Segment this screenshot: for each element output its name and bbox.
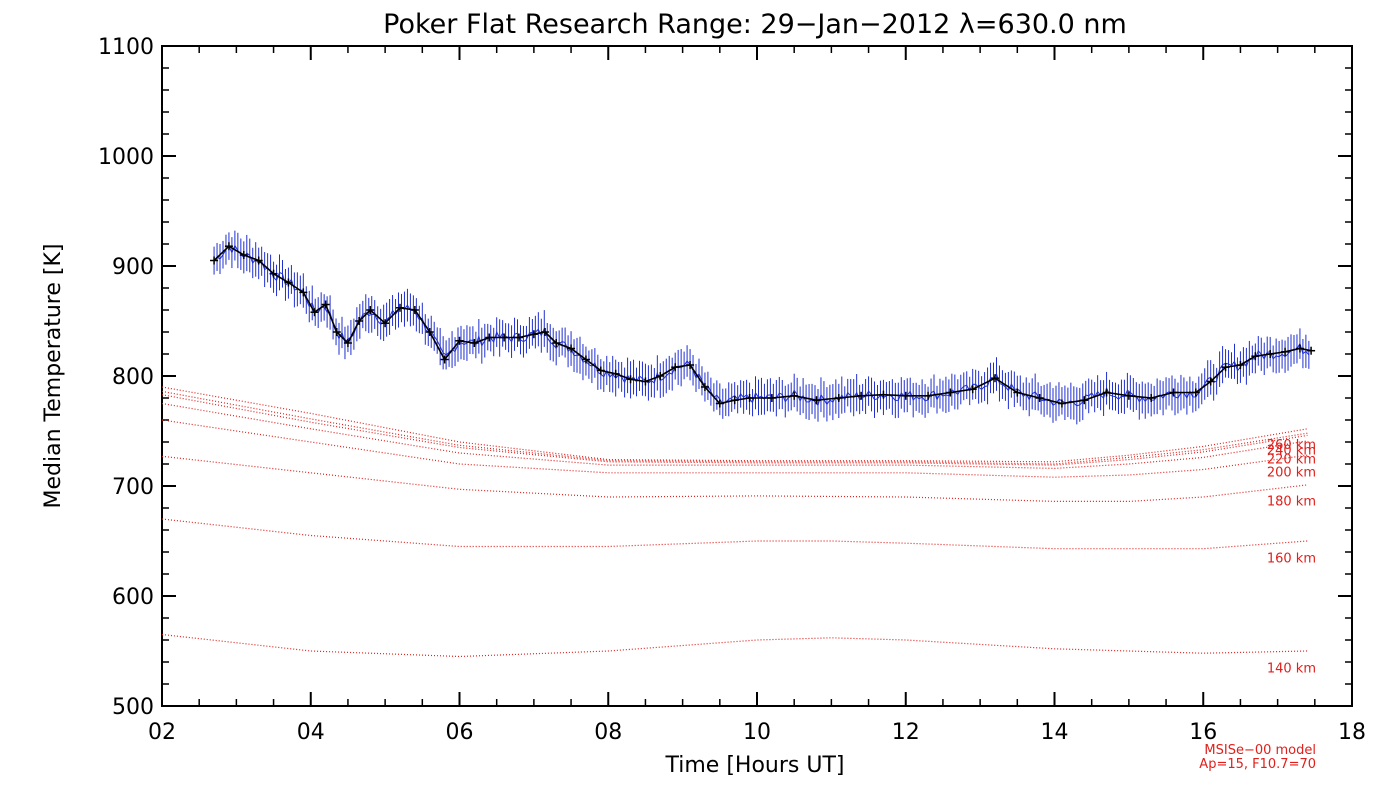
model-curve-label: 220 km — [1267, 453, 1316, 468]
measured-trace — [213, 244, 1310, 407]
y-tick-label: 700 — [112, 475, 154, 500]
model-curve-label: 180 km — [1267, 494, 1316, 509]
x-tick-label: 16 — [1189, 720, 1217, 745]
y-tick-label: 600 — [112, 585, 154, 610]
model-curve — [161, 390, 1308, 465]
model-curve-label: 160 km — [1267, 552, 1316, 567]
model-note-line-1: MSISe−00 model — [1204, 743, 1316, 758]
x-tick-label: 04 — [297, 720, 325, 745]
x-tick-label: 12 — [892, 720, 920, 745]
y-tick-label: 900 — [112, 255, 154, 280]
x-tick-label: 02 — [148, 720, 176, 745]
model-curve — [161, 633, 1308, 658]
plot-area: 02 04 06 08 10 12 14 16 18 500 600 700 800 900 1000 110… — [98, 35, 1366, 745]
x-tick-label: 18 — [1338, 720, 1366, 745]
model-curve-label: 240 km — [1267, 444, 1316, 459]
y-tick-label: 1000 — [98, 145, 154, 170]
y-axis-label: Median Temperature [K] — [41, 244, 66, 509]
x-tick-label: 08 — [594, 720, 622, 745]
plot-frame — [161, 45, 1353, 707]
model-curve — [161, 402, 1308, 470]
x-tick-label: 10 — [743, 720, 771, 745]
y-tick-label: 800 — [112, 365, 154, 390]
x-tick-label: 14 — [1041, 720, 1069, 745]
model-curve — [161, 386, 1308, 463]
model-curve-label: 140 km — [1267, 662, 1316, 677]
model-curve — [161, 419, 1308, 478]
model-curve-label: 200 km — [1267, 466, 1316, 481]
x-axis-label: Time [Hours UT] — [665, 753, 845, 778]
y-tick-label: 1100 — [98, 35, 154, 60]
x-tick-label: 06 — [446, 720, 474, 745]
model-curve-label: 260 km — [1267, 438, 1316, 453]
chart-title: Poker Flat Research Range: 29−Jan−2012 λ… — [383, 9, 1127, 40]
median-line — [213, 245, 1312, 405]
model-curve — [161, 518, 1308, 550]
y-tick-label: 500 — [112, 695, 154, 720]
model-note-line-2: Ap=15, F10.7=70 — [1199, 757, 1316, 772]
